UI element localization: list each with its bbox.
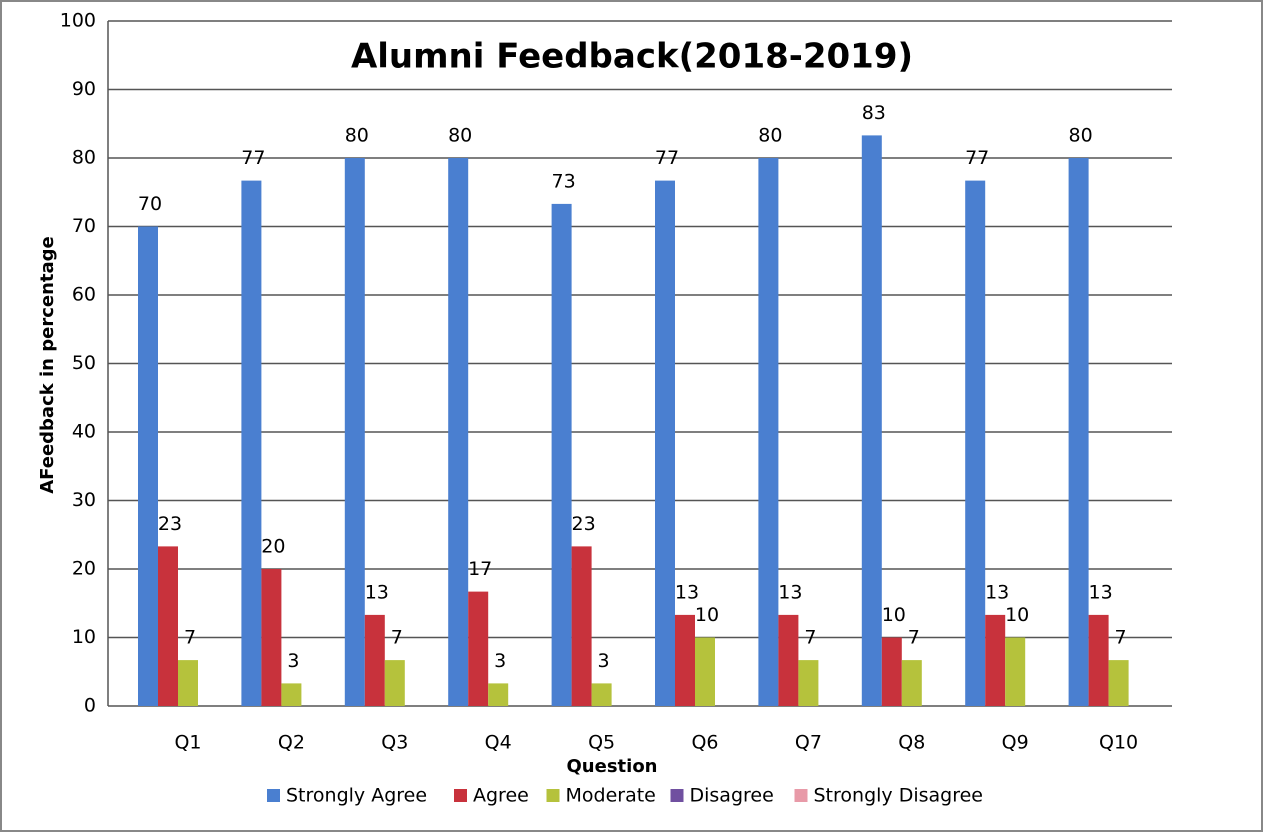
bar (241, 180, 262, 707)
legend-label: Disagree (690, 785, 774, 807)
y-tick-label: 90 (72, 78, 96, 100)
legend-swatch (454, 789, 467, 802)
bar (901, 660, 922, 706)
legend-label: Agree (473, 785, 529, 807)
legend-swatch (670, 789, 684, 802)
bar (798, 660, 819, 706)
data-label: 3 (287, 650, 299, 672)
bar (1005, 637, 1026, 706)
data-label: 80 (758, 125, 782, 147)
data-label: 13 (675, 581, 699, 603)
data-label: 13 (365, 581, 389, 603)
legend-label: Moderate (566, 785, 656, 807)
data-label: 10 (1005, 604, 1029, 626)
bar (1068, 158, 1089, 706)
y-tick-label: 0 (84, 695, 96, 717)
legend-swatch (794, 789, 808, 802)
data-label: 7 (908, 627, 920, 649)
bar (655, 180, 675, 707)
x-tick-label: Q9 (1002, 732, 1029, 754)
bar (695, 637, 715, 706)
y-tick-label: 50 (72, 352, 96, 374)
x-tick-label: Q4 (485, 732, 512, 754)
x-tick-label: Q6 (691, 732, 718, 754)
bar (881, 637, 902, 706)
data-label: 3 (494, 650, 506, 672)
y-tick-label: 60 (72, 284, 96, 306)
chart-title: Alumni Feedback(2018-2019) (351, 37, 913, 77)
data-label: 77 (655, 147, 679, 169)
bar (861, 135, 882, 706)
data-label: 73 (552, 170, 576, 192)
x-tick-label: Q10 (1099, 732, 1138, 754)
x-tick-label: Q1 (174, 732, 201, 754)
x-tick-label: Q5 (588, 732, 615, 754)
data-label: 80 (448, 125, 472, 147)
data-label: 80 (345, 125, 369, 147)
data-label: 7 (1115, 627, 1127, 649)
data-label: 13 (778, 581, 802, 603)
bar (138, 226, 158, 706)
bar (675, 614, 695, 706)
y-tick-label: 10 (72, 626, 96, 648)
y-tick-label: 30 (72, 489, 96, 511)
data-label: 23 (158, 513, 182, 535)
bar (448, 158, 469, 706)
data-label: 7 (804, 627, 816, 649)
legend-swatch (267, 789, 280, 802)
x-tick-label: Q8 (898, 732, 925, 754)
bar (488, 683, 509, 706)
legend-label: Strongly Agree (286, 785, 427, 807)
data-label: 10 (882, 604, 906, 626)
data-label: 7 (184, 627, 196, 649)
data-label: 17 (468, 558, 492, 580)
y-tick-label: 100 (60, 10, 96, 32)
bar (384, 660, 405, 706)
bar (1088, 614, 1109, 706)
data-label: 13 (1089, 581, 1113, 603)
y-tick-label: 40 (72, 421, 96, 443)
y-axis-label: AFeedback in percentage (37, 236, 58, 494)
x-tick-label: Q2 (278, 732, 305, 754)
bar (178, 660, 198, 706)
data-label: 3 (598, 650, 610, 672)
bar (281, 683, 302, 706)
y-tick-label: 70 (72, 215, 96, 237)
bar (468, 591, 489, 706)
bar (364, 614, 385, 706)
data-label: 23 (572, 513, 596, 535)
legend-swatch (546, 789, 560, 802)
x-axis-label: Question (567, 756, 658, 777)
bar (985, 614, 1006, 706)
data-label: 77 (241, 147, 265, 169)
data-label: 10 (695, 604, 719, 626)
bar (778, 614, 799, 706)
data-label: 7 (391, 627, 403, 649)
data-label: 83 (862, 102, 886, 124)
legend-label: Strongly Disagree (814, 785, 983, 807)
data-label: 80 (1069, 125, 1093, 147)
bar (261, 569, 282, 706)
bar (344, 158, 365, 706)
data-label: 13 (985, 581, 1009, 603)
bar (158, 546, 178, 706)
bar (758, 158, 779, 706)
data-label: 77 (965, 147, 989, 169)
y-tick-label: 80 (72, 147, 96, 169)
data-label: 70 (138, 193, 162, 215)
x-tick-label: Q7 (795, 732, 822, 754)
bar (1108, 660, 1129, 706)
bar (591, 683, 612, 706)
bar (551, 203, 572, 706)
y-tick-label: 20 (72, 558, 96, 580)
x-tick-label: Q3 (381, 732, 408, 754)
data-label: 20 (261, 536, 285, 558)
bar (571, 546, 592, 706)
bar (965, 180, 986, 707)
